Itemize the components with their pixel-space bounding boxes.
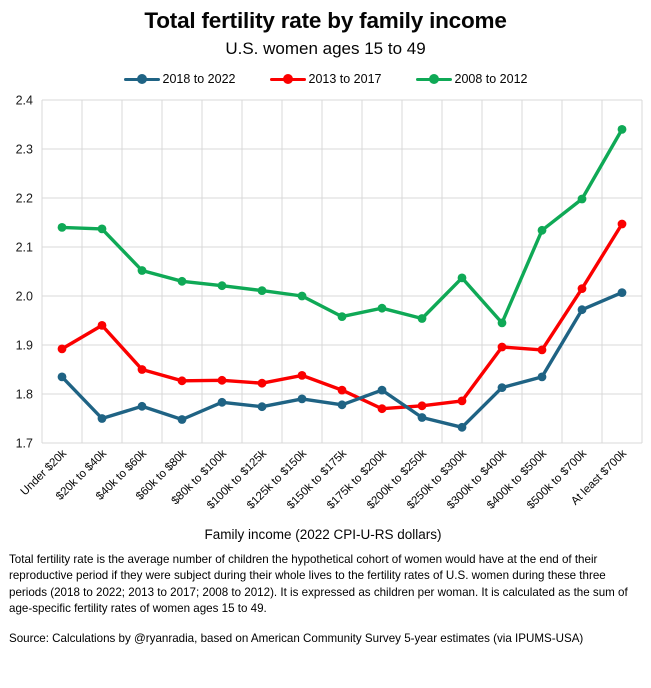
- data-point: [617, 125, 627, 134]
- data-point: [177, 376, 187, 386]
- chart-footnote: Total fertility rate is the average numb…: [9, 553, 628, 616]
- legend-item-2013-to-2017: 2013 to 2017: [269, 72, 382, 86]
- data-point: [217, 397, 227, 407]
- svg-text:1.9: 1.9: [16, 339, 33, 353]
- data-point: [457, 422, 467, 432]
- data-point: [497, 318, 507, 328]
- data-point: [377, 385, 387, 395]
- data-point: [537, 345, 547, 355]
- data-point: [97, 224, 107, 234]
- data-point: [497, 383, 507, 392]
- data-point: [537, 225, 547, 235]
- data-point: [457, 396, 467, 406]
- legend-item-2018-to-2022: 2018 to 2022: [123, 72, 236, 86]
- legend-swatch-icon: [415, 74, 452, 84]
- svg-text:2.2: 2.2: [16, 192, 33, 206]
- data-point: [577, 305, 587, 315]
- data-point: [257, 402, 267, 412]
- data-point: [137, 266, 147, 275]
- svg-text:2.4: 2.4: [16, 94, 33, 108]
- data-point: [297, 291, 307, 301]
- data-point: [417, 401, 427, 411]
- chart-page: Total fertility rate by family income U.…: [0, 8, 651, 688]
- data-point: [57, 223, 67, 232]
- data-point: [137, 401, 147, 411]
- legend-label: 2008 to 2012: [454, 72, 528, 86]
- data-point: [137, 365, 147, 374]
- series-2018-to-2022: [57, 288, 627, 432]
- data-point: [577, 194, 587, 204]
- data-point: [297, 394, 307, 404]
- data-point: [417, 413, 427, 422]
- data-point: [257, 286, 267, 295]
- data-point: [377, 303, 387, 313]
- data-point: [97, 414, 107, 423]
- data-point: [177, 276, 187, 286]
- data-point: [577, 284, 587, 293]
- legend-label: 2013 to 2017: [308, 72, 382, 86]
- svg-text:1.8: 1.8: [16, 388, 33, 402]
- data-point: [617, 219, 627, 229]
- data-point: [217, 375, 227, 385]
- svg-text:2.0: 2.0: [16, 290, 33, 304]
- chart-source: Source: Calculations by @ryanradia, base…: [9, 631, 584, 645]
- series-2008-to-2012: [57, 125, 627, 328]
- data-point: [457, 273, 467, 283]
- data-point: [537, 372, 547, 382]
- chart-legend: 2018 to 2022 2013 to 2017 2008 to 2012: [0, 72, 651, 86]
- svg-text:2.3: 2.3: [16, 143, 33, 157]
- data-point: [257, 378, 267, 388]
- chart-subtitle: U.S. women ages 15 to 49: [225, 39, 426, 58]
- data-point: [297, 371, 307, 380]
- data-point: [497, 342, 507, 352]
- data-point: [377, 404, 387, 414]
- svg-text:1.7: 1.7: [16, 437, 33, 451]
- data-point: [617, 288, 627, 297]
- chart-svg: 1.7 1.8 1.9 2.0 2.1 2.2 2.3 2.4 Under $20k$20k t…: [16, 94, 643, 542]
- data-point: [337, 385, 347, 395]
- data-point: [417, 314, 427, 323]
- x-axis-title: Family income (2022 CPI-U-RS dollars): [204, 527, 441, 542]
- data-point: [337, 400, 347, 410]
- data-point: [97, 321, 107, 330]
- data-point: [337, 312, 347, 321]
- legend-label: 2018 to 2022: [162, 72, 236, 86]
- y-axis-tick-labels: 1.7 1.8 1.9 2.0 2.1 2.2 2.3 2.4: [16, 94, 33, 451]
- data-point: [57, 344, 67, 354]
- data-point: [217, 281, 227, 291]
- legend-item-2008-to-2012: 2008 to 2012: [415, 72, 528, 86]
- data-point: [57, 372, 67, 382]
- data-point: [177, 415, 187, 424]
- series-2013-to-2017: [57, 219, 627, 414]
- chart-title: Total fertility rate by family income: [144, 8, 507, 33]
- legend-swatch-icon: [269, 74, 306, 84]
- svg-text:2.1: 2.1: [16, 241, 33, 255]
- x-axis-tick-labels: Under $20k$20k to $40k$40k to $60k$60k t…: [19, 447, 630, 511]
- legend-swatch-icon: [123, 74, 160, 84]
